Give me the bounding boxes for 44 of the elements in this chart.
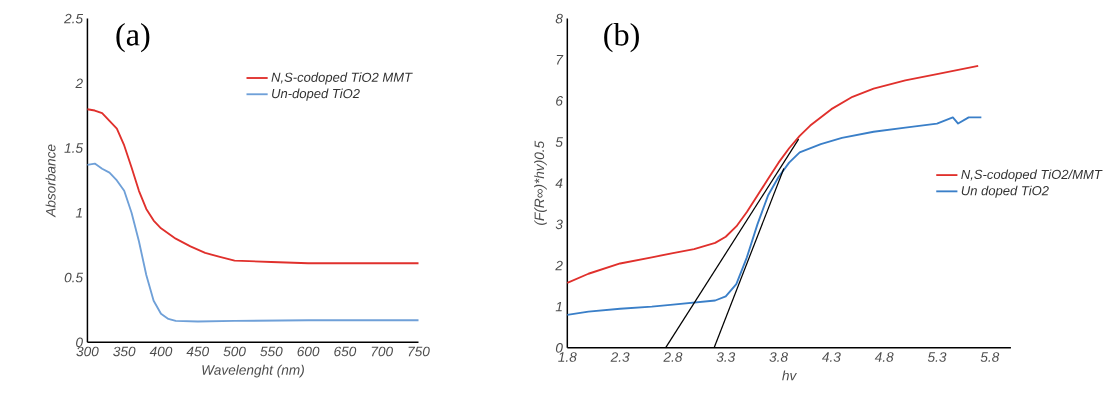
x-tick-label: 3.3	[716, 352, 736, 362]
x-tick-label: 2.8	[663, 352, 683, 362]
y-tick-label: 7	[556, 54, 564, 65]
y-tick-label: 0	[555, 342, 563, 353]
y-tick-label: 2	[555, 260, 563, 271]
y-tick-label: 1	[555, 301, 562, 312]
x-tick-label: 500	[223, 346, 246, 357]
annotation: (a)	[116, 22, 150, 53]
y-axis-title: (F(R∞)*hv)0.5	[534, 140, 547, 225]
legend-label: Un doped TiO2	[961, 185, 1049, 198]
x-tick-label: 600	[297, 346, 320, 357]
x-tick-label: 400	[149, 346, 173, 357]
x-tick-label: 350	[113, 346, 136, 357]
legend-label: N,S-codoped TiO2/MMT	[961, 169, 1103, 182]
x-tick-label: 5.3	[927, 352, 947, 362]
y-tick-label: 1.5	[64, 143, 84, 153]
x-tick-label: 5.8	[980, 352, 1000, 362]
x-tick-label: 300	[76, 346, 99, 357]
x-tick-label: 4.8	[874, 352, 894, 362]
x-tick-label: 550	[260, 346, 283, 357]
y-tick-label: 3	[555, 219, 563, 230]
x-axis-title: Wavelenght (nm)	[202, 364, 304, 378]
y-tick-label: 8	[555, 13, 563, 24]
x-axis-title: hv	[782, 370, 797, 381]
y-tick-label: 2	[75, 78, 83, 88]
y-tick-label: 4	[555, 178, 563, 188]
y-axis-title: Absorbance	[45, 144, 56, 218]
x-tick-label: 450	[186, 346, 210, 357]
x-tick-label: 3.8	[769, 352, 788, 362]
y-tick-label: 0.5	[64, 272, 84, 283]
x-tick-label: 2.3	[610, 352, 630, 362]
x-tick-label: 750	[408, 346, 430, 357]
y-tick-label: 5	[555, 137, 563, 147]
y-tick-label: 1	[75, 208, 82, 218]
legend-label: Un-doped TiO2	[272, 88, 360, 101]
legend-label: N,S-codoped TiO2 MMT	[271, 72, 413, 85]
x-tick-label: 1.8	[558, 352, 577, 362]
y-tick-label: 6	[556, 96, 563, 106]
x-tick-label: 700	[371, 346, 393, 357]
annotation: (b)	[604, 22, 639, 53]
x-tick-label: 4.3	[821, 352, 841, 362]
y-tick-label: 2.5	[64, 13, 84, 24]
x-tick-label: 650	[334, 346, 357, 357]
y-tick-label: 0	[76, 337, 83, 347]
